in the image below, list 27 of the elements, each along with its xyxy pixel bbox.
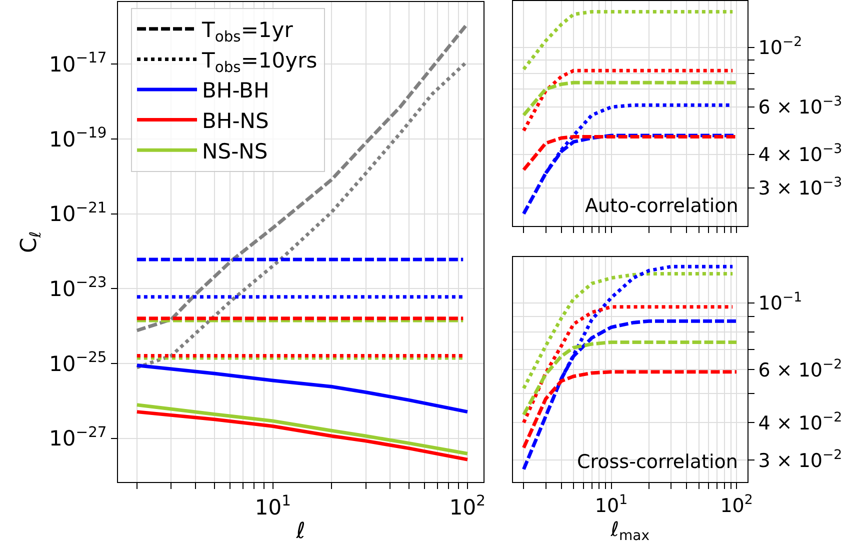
y-tick-label: 10$^{−21}$: [49, 199, 107, 226]
legend-label: T$_{obs}$=10yrs: [201, 48, 318, 76]
y-tick-label: 4 × 10$^{−3}$: [758, 142, 842, 166]
legend-label: BH-NS: [202, 108, 269, 133]
y-tick-label: 3 × 10$^{−3}$: [758, 175, 842, 200]
x-tick-label: 10$^{1}$: [254, 492, 291, 520]
y-tick-label: 10$^{−27}$: [49, 424, 107, 451]
x-axis-title: ℓ: [295, 519, 306, 544]
y-tick-label: 10$^{−25}$: [49, 348, 107, 376]
y-tick-label: 10$^{−1}$: [758, 290, 802, 315]
x-tick-label: 10$^{2}$: [449, 492, 486, 520]
legend-label: NS-NS: [202, 139, 268, 164]
y-tick-label: 4 × 10$^{−2}$: [758, 410, 842, 434]
y-tick-label: 10$^{−17}$: [49, 50, 107, 76]
y-tick-label: 6 × 10$^{−2}$: [758, 357, 842, 382]
legend-label: T$_{obs}$=1yr: [201, 18, 294, 46]
y-tick-label: 10$^{−2}$: [758, 35, 802, 60]
x-axis-title: ℓ$_{max}$: [610, 516, 650, 544]
y-tick-label: 10$^{−23}$: [49, 274, 107, 301]
annotation: Cross-correlation: [577, 451, 738, 473]
y-tick-label: 10$^{−19}$: [49, 124, 107, 152]
x-tick-label: 10$^{2}$: [720, 492, 753, 517]
x-tick-label: 10$^{1}$: [594, 492, 628, 517]
y-tick-label: 3 × 10$^{−2}$: [758, 448, 842, 472]
annotation: Auto-correlation: [585, 195, 738, 217]
y-tick-label: 6 × 10$^{−3}$: [758, 94, 842, 119]
legend-label: BH-BH: [202, 78, 270, 103]
